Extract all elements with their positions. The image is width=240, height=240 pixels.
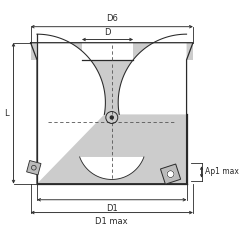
- Circle shape: [110, 116, 113, 119]
- Polygon shape: [27, 161, 41, 175]
- Polygon shape: [133, 43, 193, 60]
- Text: D1 max: D1 max: [96, 217, 128, 226]
- Polygon shape: [80, 157, 144, 180]
- Polygon shape: [37, 34, 105, 184]
- Text: L: L: [4, 109, 9, 118]
- Polygon shape: [118, 34, 186, 184]
- Text: Ap1 max: Ap1 max: [205, 168, 239, 176]
- Text: D1: D1: [106, 204, 118, 213]
- Circle shape: [167, 171, 174, 178]
- Text: D: D: [104, 28, 111, 37]
- Polygon shape: [37, 60, 186, 184]
- Polygon shape: [31, 43, 82, 60]
- Text: D6: D6: [106, 14, 118, 23]
- Polygon shape: [161, 164, 181, 184]
